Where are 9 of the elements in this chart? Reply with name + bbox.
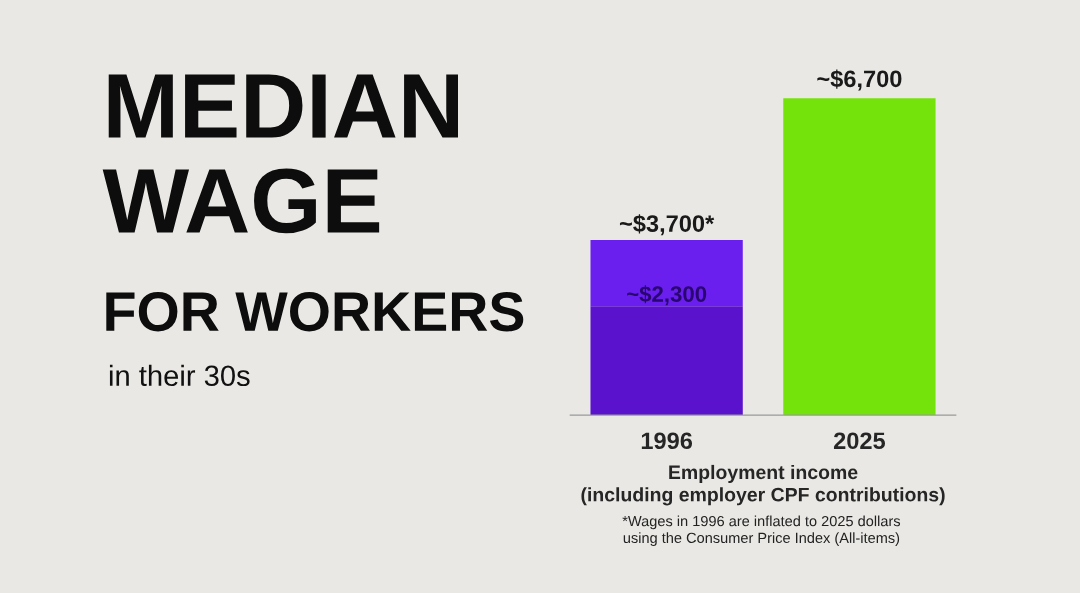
data-label: ~$2,300 [627,285,707,306]
text: MEDIAN WAGE FOR WORKERS [102,74,524,332]
x-axis-title: Employment income (including employer CPF contributions) [581,464,945,506]
x-tick-label: 2025 [833,432,886,450]
text: *Wages in 1996 are inflated to 2025 dollars using the Consumer Price Index (All-items) [622,515,901,546]
total-label: ~$3,700* [619,214,715,236]
total-label: ~$6,700 [817,69,902,91]
x-tick-label: 1996 [641,432,693,450]
text: in their 30s [109,364,250,387]
